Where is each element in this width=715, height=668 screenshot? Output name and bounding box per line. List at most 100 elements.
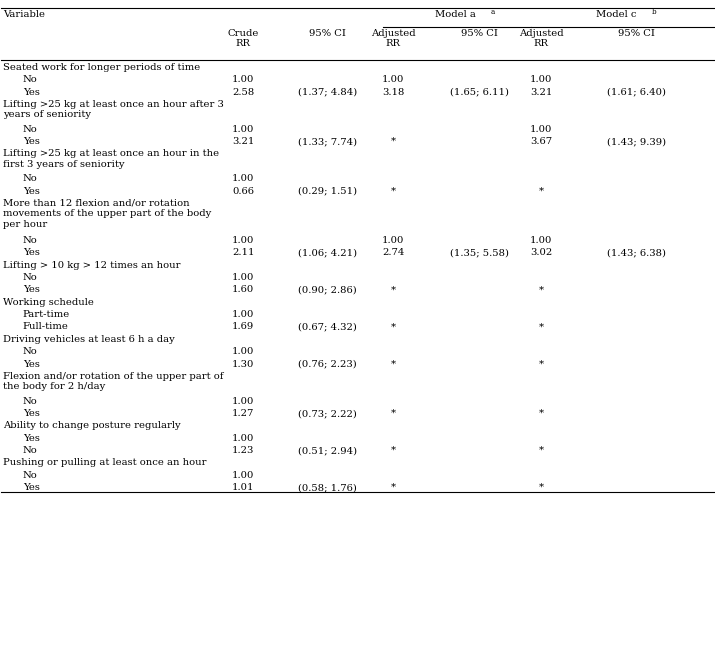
Text: 2.58: 2.58 <box>232 88 255 97</box>
Text: 1.00: 1.00 <box>530 125 553 134</box>
Text: No: No <box>23 236 38 245</box>
Text: *: * <box>390 285 396 295</box>
Text: 95% CI: 95% CI <box>309 29 346 37</box>
Text: Model a: Model a <box>435 10 475 19</box>
Text: 1.00: 1.00 <box>232 310 255 319</box>
Text: Variable: Variable <box>3 10 45 19</box>
Text: 1.60: 1.60 <box>232 285 255 295</box>
Text: Lifting >25 kg at least once an hour in the
first 3 years of seniority: Lifting >25 kg at least once an hour in … <box>3 150 219 169</box>
Text: Adjusted
RR: Adjusted RR <box>519 29 563 48</box>
Text: *: * <box>538 285 544 295</box>
Text: (0.51; 2.94): (0.51; 2.94) <box>298 446 357 455</box>
Text: (0.90; 2.86): (0.90; 2.86) <box>298 285 357 295</box>
Text: Lifting > 10 kg > 12 times an hour: Lifting > 10 kg > 12 times an hour <box>3 261 180 270</box>
Text: (1.06; 4.21): (1.06; 4.21) <box>298 248 357 257</box>
Text: a: a <box>490 8 494 16</box>
Text: Part-time: Part-time <box>23 310 70 319</box>
Text: *: * <box>538 483 544 492</box>
Text: 3.18: 3.18 <box>382 88 405 97</box>
Text: 3.21: 3.21 <box>530 88 553 97</box>
Text: 3.21: 3.21 <box>232 137 255 146</box>
Text: (1.43; 9.39): (1.43; 9.39) <box>607 137 666 146</box>
Text: *: * <box>538 409 544 418</box>
Text: 1.00: 1.00 <box>232 75 255 84</box>
Text: Pushing or pulling at least once an hour: Pushing or pulling at least once an hour <box>3 458 207 468</box>
Text: 1.00: 1.00 <box>232 174 255 183</box>
Text: No: No <box>23 397 38 405</box>
Text: No: No <box>23 471 38 480</box>
Text: *: * <box>390 483 396 492</box>
Text: Ability to change posture regularly: Ability to change posture regularly <box>3 422 180 430</box>
Text: Yes: Yes <box>23 359 40 369</box>
Text: 1.00: 1.00 <box>382 75 405 84</box>
Text: 1.30: 1.30 <box>232 359 255 369</box>
Text: More than 12 flexion and/or rotation
movements of the upper part of the body
per: More than 12 flexion and/or rotation mov… <box>3 199 211 228</box>
Text: 2.74: 2.74 <box>382 248 405 257</box>
Text: 1.00: 1.00 <box>232 347 255 356</box>
Text: *: * <box>390 409 396 418</box>
Text: *: * <box>538 446 544 455</box>
Text: 1.27: 1.27 <box>232 409 255 418</box>
Text: Yes: Yes <box>23 137 40 146</box>
Text: Yes: Yes <box>23 409 40 418</box>
Text: (1.65; 6.11): (1.65; 6.11) <box>450 88 508 97</box>
Text: Full-time: Full-time <box>23 323 69 331</box>
Text: 95% CI: 95% CI <box>460 29 498 37</box>
Text: b: b <box>651 8 656 16</box>
Text: 1.00: 1.00 <box>530 236 553 245</box>
Text: 2.11: 2.11 <box>232 248 255 257</box>
Text: Yes: Yes <box>23 434 40 443</box>
Text: Yes: Yes <box>23 248 40 257</box>
Text: (1.61; 6.40): (1.61; 6.40) <box>607 88 666 97</box>
Text: Flexion and/or rotation of the upper part of
the body for 2 h/day: Flexion and/or rotation of the upper par… <box>3 372 223 391</box>
Text: No: No <box>23 273 38 282</box>
Text: 95% CI: 95% CI <box>618 29 655 37</box>
Text: 3.02: 3.02 <box>530 248 553 257</box>
Text: 1.00: 1.00 <box>530 75 553 84</box>
Text: 1.23: 1.23 <box>232 446 255 455</box>
Text: 1.00: 1.00 <box>232 434 255 443</box>
Text: 1.00: 1.00 <box>232 397 255 405</box>
Text: 3.67: 3.67 <box>531 137 552 146</box>
Text: (1.43; 6.38): (1.43; 6.38) <box>607 248 666 257</box>
Text: Yes: Yes <box>23 88 40 97</box>
Text: 1.00: 1.00 <box>232 471 255 480</box>
Text: Working schedule: Working schedule <box>3 298 94 307</box>
Text: No: No <box>23 125 38 134</box>
Text: *: * <box>390 137 396 146</box>
Text: *: * <box>390 186 396 196</box>
Text: (0.58; 1.76): (0.58; 1.76) <box>298 483 357 492</box>
Text: 1.00: 1.00 <box>232 236 255 245</box>
Text: Lifting >25 kg at least once an hour after 3
years of seniority: Lifting >25 kg at least once an hour aft… <box>3 100 224 120</box>
Text: Adjusted
RR: Adjusted RR <box>371 29 415 48</box>
Text: 1.01: 1.01 <box>232 483 255 492</box>
Text: No: No <box>23 75 38 84</box>
Text: 1.00: 1.00 <box>232 273 255 282</box>
Text: Yes: Yes <box>23 285 40 295</box>
Text: 1.00: 1.00 <box>382 236 405 245</box>
Text: 0.66: 0.66 <box>232 186 254 196</box>
Text: No: No <box>23 174 38 183</box>
Text: 1.69: 1.69 <box>232 323 255 331</box>
Text: Model c: Model c <box>596 10 637 19</box>
Text: *: * <box>390 446 396 455</box>
Text: 1.00: 1.00 <box>232 125 255 134</box>
Text: (0.76; 2.23): (0.76; 2.23) <box>298 359 357 369</box>
Text: *: * <box>390 323 396 331</box>
Text: No: No <box>23 347 38 356</box>
Text: (0.29; 1.51): (0.29; 1.51) <box>298 186 357 196</box>
Text: (0.73; 2.22): (0.73; 2.22) <box>298 409 357 418</box>
Text: Yes: Yes <box>23 186 40 196</box>
Text: (1.37; 4.84): (1.37; 4.84) <box>298 88 357 97</box>
Text: No: No <box>23 446 38 455</box>
Text: Driving vehicles at least 6 h a day: Driving vehicles at least 6 h a day <box>3 335 174 344</box>
Text: Seated work for longer periods of time: Seated work for longer periods of time <box>3 63 200 72</box>
Text: (1.33; 7.74): (1.33; 7.74) <box>298 137 357 146</box>
Text: (1.35; 5.58): (1.35; 5.58) <box>450 248 508 257</box>
Text: *: * <box>538 186 544 196</box>
Text: (0.67; 4.32): (0.67; 4.32) <box>298 323 357 331</box>
Text: Yes: Yes <box>23 483 40 492</box>
Text: Crude
RR: Crude RR <box>227 29 259 48</box>
Text: *: * <box>538 359 544 369</box>
Text: *: * <box>538 323 544 331</box>
